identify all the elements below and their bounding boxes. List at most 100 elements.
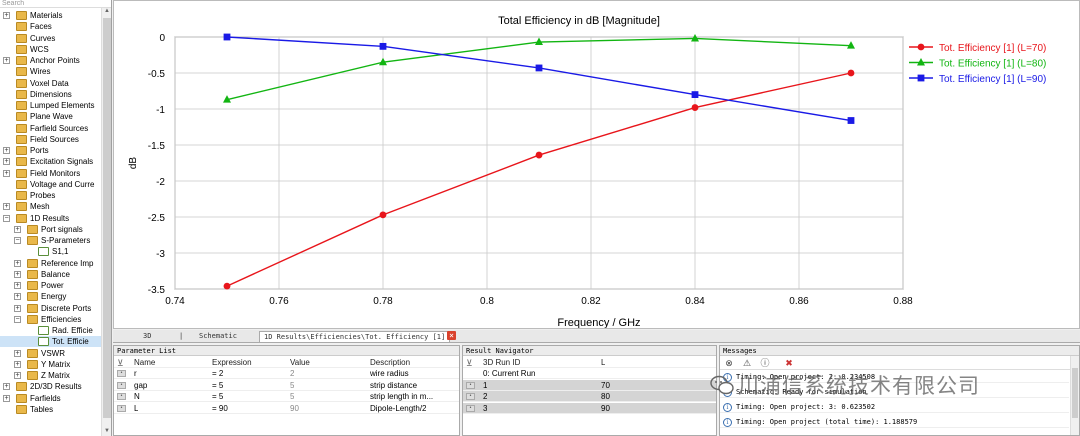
tree-item[interactable]: WCS xyxy=(0,44,101,55)
data-point[interactable] xyxy=(917,43,925,51)
tree-item[interactable]: Rad. Efficie xyxy=(0,325,101,336)
column-header[interactable]: Description xyxy=(370,358,411,367)
tree-item[interactable]: Faces xyxy=(0,21,101,32)
data-point[interactable] xyxy=(691,91,699,98)
data-point[interactable] xyxy=(691,33,699,42)
expand-icon[interactable]: + xyxy=(14,360,21,368)
tree-item[interactable]: + Field Monitors xyxy=(0,168,101,179)
tree-item[interactable]: + Z Matrix xyxy=(0,370,101,381)
tree-item[interactable]: Farfield Sources xyxy=(0,123,101,134)
error-filter-icon[interactable]: ⊗ xyxy=(725,358,733,368)
tree-item[interactable]: Voltage and Curre xyxy=(0,179,101,190)
tree-item[interactable]: Voxel Data xyxy=(0,78,101,89)
tree-item[interactable]: Curves xyxy=(0,33,101,44)
tree-item[interactable]: + Port signals xyxy=(0,224,101,235)
column-header[interactable]: Value xyxy=(290,358,310,367)
navigation-tree[interactable]: Search + Materials Faces Curves WCS + Anchor P… xyxy=(0,0,112,436)
expand-icon[interactable]: + xyxy=(14,293,21,301)
message-row[interactable]: i Timing: Open project (total time): 1.18… xyxy=(720,417,1069,428)
parameter-row[interactable]: • N = 5 5 strip length in m... xyxy=(114,391,459,402)
expand-icon[interactable]: + xyxy=(14,349,21,357)
tree-item[interactable]: + Excitation Signals xyxy=(0,156,101,167)
tree-item[interactable]: + Y Matrix xyxy=(0,359,101,370)
data-point[interactable] xyxy=(691,104,699,111)
tree-item[interactable]: + Materials xyxy=(0,10,101,21)
column-header[interactable]: L xyxy=(601,358,606,367)
data-point[interactable] xyxy=(223,95,231,103)
plot-area[interactable]: Total Efficiency in dB [Magnitude] 0.74 0.… xyxy=(113,0,1080,329)
tree-item[interactable]: + Farfields xyxy=(0,393,101,404)
tree-item[interactable]: − 1D Results xyxy=(0,213,101,224)
tab-schematic[interactable]: Schematic xyxy=(199,332,237,340)
expand-icon[interactable]: + xyxy=(14,270,21,278)
run-row[interactable]: 0: Current Run xyxy=(463,368,716,379)
column-header[interactable]: Name xyxy=(134,358,156,367)
data-point[interactable] xyxy=(535,37,543,46)
run-row[interactable]: • 3 90 xyxy=(463,402,716,414)
parameter-expression[interactable]: = 5 xyxy=(212,380,224,390)
close-tab-icon[interactable]: × xyxy=(447,331,456,340)
data-point[interactable] xyxy=(379,42,387,50)
tree-item[interactable]: + Discrete Ports xyxy=(0,303,101,314)
tree-item[interactable]: Probes xyxy=(0,190,101,201)
collapse-icon[interactable]: − xyxy=(3,214,10,222)
expand-icon[interactable]: + xyxy=(3,158,10,166)
tree-item[interactable]: + Reference Imp xyxy=(0,258,101,269)
tree-item[interactable]: + VSWR xyxy=(0,348,101,359)
expand-icon[interactable]: + xyxy=(3,203,10,211)
expand-icon[interactable]: + xyxy=(3,147,10,154)
tree-item[interactable]: + Mesh xyxy=(0,201,101,212)
message-row[interactable]: i Timing: Open project: 3: 0.623502 xyxy=(720,402,1069,413)
tree-search[interactable]: Search xyxy=(0,0,111,8)
scroll-up-icon[interactable]: ▲ xyxy=(104,8,110,14)
column-header[interactable]: 3D Run ID xyxy=(483,358,521,367)
tree-item[interactable]: + Energy xyxy=(0,291,101,302)
data-point[interactable] xyxy=(379,211,387,219)
expand-icon[interactable]: + xyxy=(3,12,10,19)
data-point[interactable] xyxy=(917,74,925,82)
data-point[interactable] xyxy=(379,57,387,66)
collapse-icon[interactable]: − xyxy=(14,315,21,323)
tree-item[interactable]: − Efficiencies xyxy=(0,314,101,325)
parameter-expression[interactable]: = 2 xyxy=(212,369,224,378)
scroll-thumb[interactable] xyxy=(103,18,111,418)
parameter-row[interactable]: • gap = 5 5 strip distance xyxy=(114,380,459,391)
expand-icon[interactable]: + xyxy=(14,304,21,312)
expand-icon[interactable]: + xyxy=(3,57,10,64)
tree-item[interactable]: S1,1 xyxy=(0,246,101,257)
tree-item[interactable]: − S-Parameters xyxy=(0,235,101,246)
tree-item[interactable]: + Balance xyxy=(0,269,101,280)
tree-item[interactable]: Field Sources xyxy=(0,134,101,145)
tree-item[interactable]: + Anchor Points xyxy=(0,55,101,66)
parameter-expression[interactable]: = 90 xyxy=(212,403,228,413)
warning-filter-icon[interactable]: ⚠ xyxy=(742,358,752,368)
data-point[interactable] xyxy=(535,151,543,159)
column-header[interactable]: Expression xyxy=(212,358,252,367)
expand-icon[interactable]: + xyxy=(14,259,21,267)
tree-item[interactable]: + Power xyxy=(0,280,101,291)
data-point[interactable] xyxy=(847,69,855,77)
parameter-row[interactable]: • r = 2 2 wire radius xyxy=(114,368,459,379)
tree-item[interactable]: Wires xyxy=(0,66,101,77)
tree-item[interactable]: Plane Wave xyxy=(0,111,101,122)
filter-icon[interactable]: ⊻ xyxy=(117,358,124,368)
run-row[interactable]: • 2 80 xyxy=(463,391,716,402)
messages-scroll-thumb[interactable] xyxy=(1072,368,1078,418)
tree-item[interactable]: +2D/3D Results xyxy=(0,381,101,392)
tab-3d[interactable]: 3D xyxy=(143,332,152,340)
expand-icon[interactable]: + xyxy=(14,282,21,289)
collapse-icon[interactable]: − xyxy=(14,237,21,244)
parameter-expression[interactable]: = 5 xyxy=(212,392,224,401)
tree-item[interactable]: Tables xyxy=(0,404,101,415)
tree-item[interactable]: Tot. Efficie xyxy=(0,336,101,348)
expand-icon[interactable]: + xyxy=(3,394,10,402)
expand-icon[interactable]: + xyxy=(14,372,21,379)
tab-1d-results[interactable]: 1D Results\Efficiencies\Tot. Efficiency … xyxy=(259,331,451,342)
data-point[interactable] xyxy=(223,282,231,290)
messages-scrollbar[interactable] xyxy=(1070,356,1079,435)
tree-item[interactable]: Lumped Elements xyxy=(0,100,101,111)
expand-icon[interactable]: + xyxy=(14,225,21,233)
tree-item[interactable]: Dimensions xyxy=(0,89,101,100)
run-row[interactable]: • 1 70 xyxy=(463,379,716,391)
scroll-down-icon[interactable]: ▼ xyxy=(104,428,110,434)
